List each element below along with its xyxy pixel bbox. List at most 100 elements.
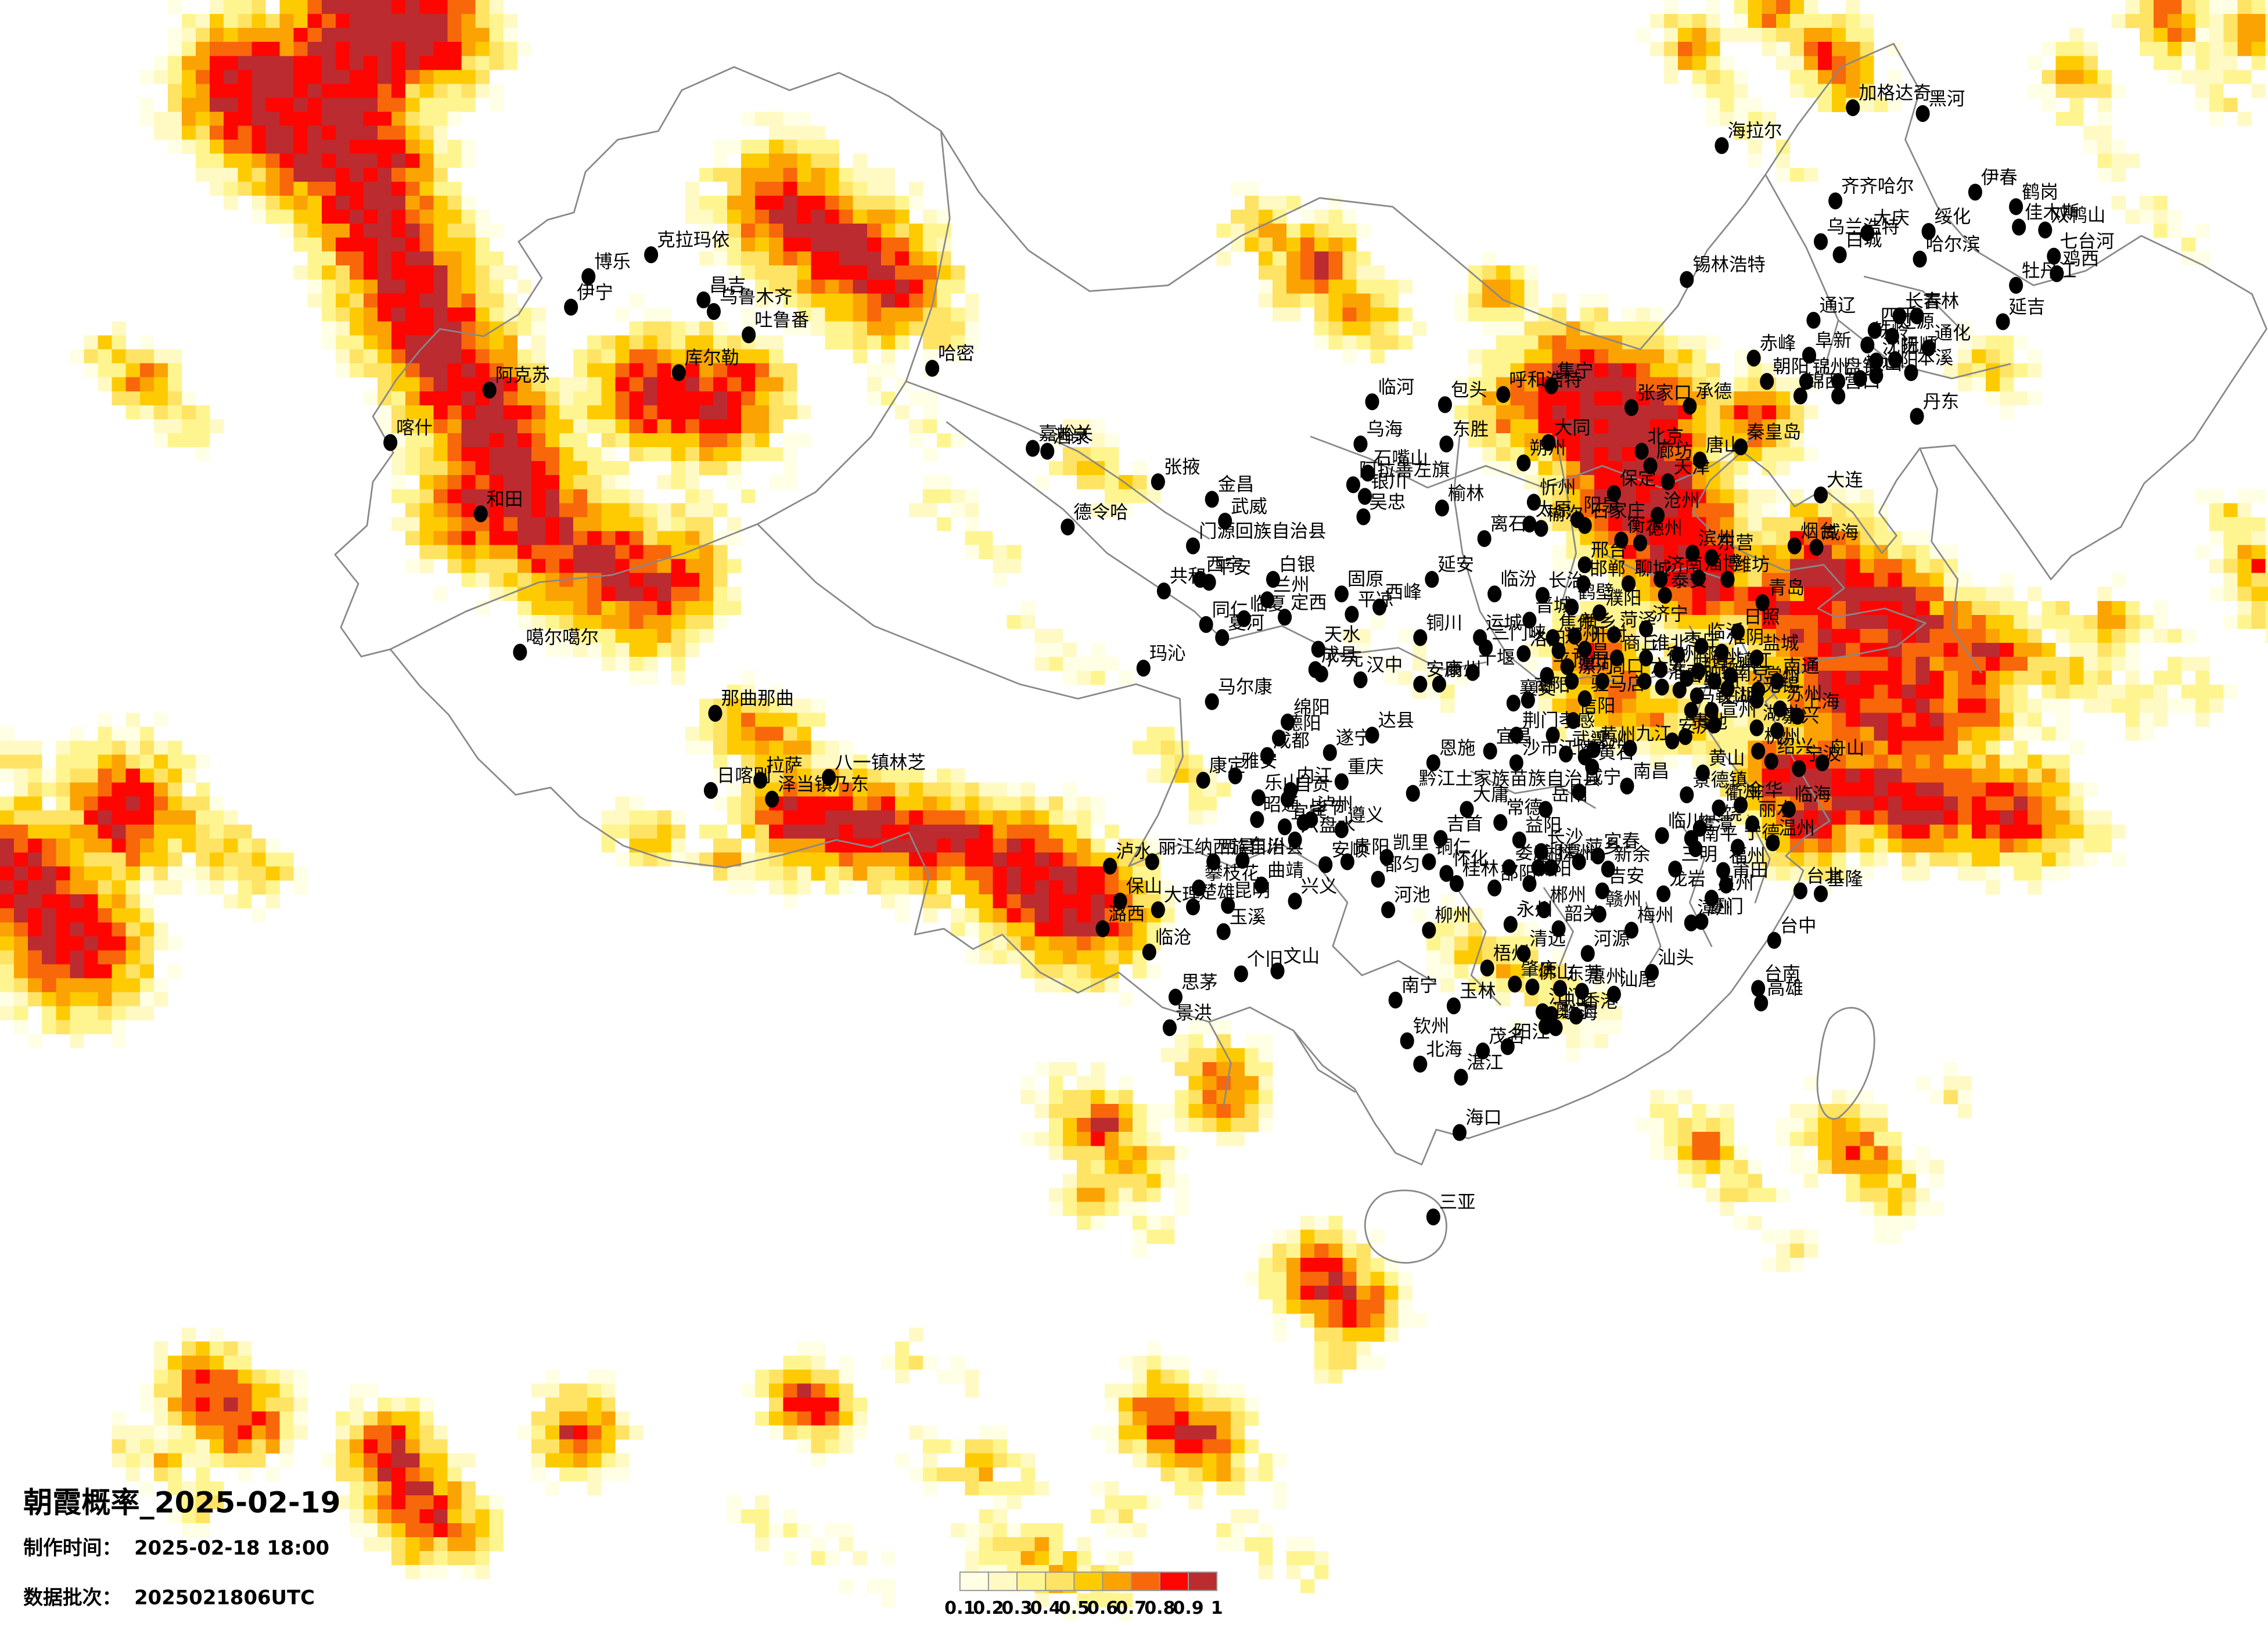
city-marker xyxy=(1643,457,1658,474)
city-marker xyxy=(1199,616,1213,633)
city-marker xyxy=(1654,661,1668,678)
city-label: 昭通 xyxy=(1263,794,1299,815)
city-label: 赤峰 xyxy=(1760,333,1796,354)
city-marker xyxy=(1205,693,1219,710)
city-label: 济宁 xyxy=(1652,604,1688,625)
city-marker xyxy=(1651,506,1665,524)
city-marker xyxy=(1690,687,1704,704)
city-marker xyxy=(1639,620,1654,638)
city-label: 宿州 xyxy=(1666,645,1703,665)
city-marker xyxy=(1540,667,1554,684)
city-marker xyxy=(1437,396,1453,413)
city-marker xyxy=(1288,893,1302,910)
city-marker xyxy=(1787,537,1802,555)
city-marker xyxy=(1915,105,1930,123)
city-marker xyxy=(1665,732,1680,750)
city-marker xyxy=(1509,726,1523,744)
city-marker xyxy=(1592,905,1606,923)
legend-swatch xyxy=(1045,1571,1075,1591)
made-time-value: 2025-02-18 18:00 xyxy=(134,1537,329,1559)
city-marker xyxy=(1433,830,1448,847)
city-label: 漯河 xyxy=(1577,656,1614,677)
city-marker xyxy=(1531,859,1545,876)
city-label: 驻马店 xyxy=(1591,674,1645,695)
city-marker xyxy=(1813,885,1828,902)
made-time-line: 制作时间： 2025-02-18 18:00 xyxy=(23,1537,329,1559)
city-label: 辽源 xyxy=(1898,311,1935,332)
city-marker xyxy=(1559,745,1573,763)
city-label: 吴忠 xyxy=(1370,492,1406,513)
city-marker xyxy=(473,505,488,523)
city-marker xyxy=(753,772,768,789)
city-label: 成县 xyxy=(1321,645,1358,665)
city-marker xyxy=(1831,387,1846,405)
city-marker xyxy=(1968,184,1982,201)
city-marker xyxy=(1538,801,1553,818)
city-marker xyxy=(1704,702,1719,719)
city-label: 新乡 xyxy=(1580,611,1617,632)
city-marker xyxy=(1548,1019,1563,1037)
city-label: 玉林 xyxy=(1460,981,1496,1002)
city-label: 景德镇 xyxy=(1692,770,1747,791)
city-marker xyxy=(1684,702,1698,719)
city-label: 双鸭山 xyxy=(2051,205,2105,226)
city-marker xyxy=(1637,672,1652,690)
legend-swatch xyxy=(959,1571,989,1591)
city-marker xyxy=(1381,901,1396,919)
city-marker xyxy=(1566,712,1580,729)
city-label: 铁岭 xyxy=(1873,320,1910,341)
city-label: 八一镇林芝 xyxy=(835,753,926,774)
city-marker xyxy=(1145,853,1159,870)
city-marker xyxy=(1609,649,1624,667)
city-label: 恩施 xyxy=(1439,738,1476,758)
city-label: 开封 xyxy=(1591,624,1627,645)
city-marker xyxy=(1040,443,1055,460)
city-label: 日喀则 xyxy=(717,765,771,786)
city-label: 西昌 xyxy=(1219,837,1256,858)
city-label: 温州 xyxy=(1778,818,1815,839)
city-label: 朔州 xyxy=(1529,438,1566,459)
city-label: 黄州 xyxy=(1600,725,1636,746)
city-label: 丽水 xyxy=(1758,799,1795,820)
city-label: 哈尔滨 xyxy=(1926,234,1981,255)
city-marker xyxy=(1449,875,1464,893)
city-label: 阜新 xyxy=(1815,330,1852,351)
city-marker xyxy=(1678,728,1692,745)
city-label: 周口 xyxy=(1608,656,1645,677)
city-label: 阿拉善左旗 xyxy=(1359,460,1450,481)
city-marker xyxy=(1493,814,1508,831)
city-label: 淮阴 xyxy=(1728,627,1764,648)
city-label: 保山 xyxy=(1126,876,1163,897)
city-label: 集宁 xyxy=(1557,361,1594,382)
city-label: 焦作 xyxy=(1559,613,1595,634)
city-marker xyxy=(1606,626,1621,643)
city-marker xyxy=(1095,920,1110,937)
city-marker xyxy=(1538,1017,1553,1035)
city-label: 门源回族自治县 xyxy=(1199,521,1326,542)
city-marker xyxy=(1692,819,1707,837)
legend-tick-label: 0.1 xyxy=(944,1598,975,1618)
city-marker xyxy=(1749,649,1764,667)
city-label: 和田 xyxy=(487,489,523,510)
city-label: 玛沁 xyxy=(1149,643,1186,664)
city-marker xyxy=(1802,347,1817,364)
city-label: 昆明 xyxy=(1234,880,1270,901)
city-marker xyxy=(1572,783,1586,801)
city-marker xyxy=(1577,690,1592,707)
city-marker xyxy=(1766,834,1780,851)
city-label: 绍兴 xyxy=(1777,736,1814,757)
city-label: 邢台 xyxy=(1591,540,1627,561)
city-marker xyxy=(1668,860,1683,878)
city-label: 台北 xyxy=(1806,866,1843,887)
province-borders-layer xyxy=(334,42,2267,1264)
city-label: 肇庆 xyxy=(1521,959,1557,980)
city-marker xyxy=(1655,827,1669,844)
city-marker xyxy=(1734,438,1748,456)
city-label: 长春 xyxy=(1906,291,1942,312)
city-label: 朝阳 xyxy=(1773,357,1809,377)
city-label: 吐鲁番 xyxy=(754,310,809,331)
city-marker xyxy=(1537,901,1551,919)
city-label: 绵阳 xyxy=(1293,697,1330,718)
city-marker xyxy=(1996,313,2010,330)
